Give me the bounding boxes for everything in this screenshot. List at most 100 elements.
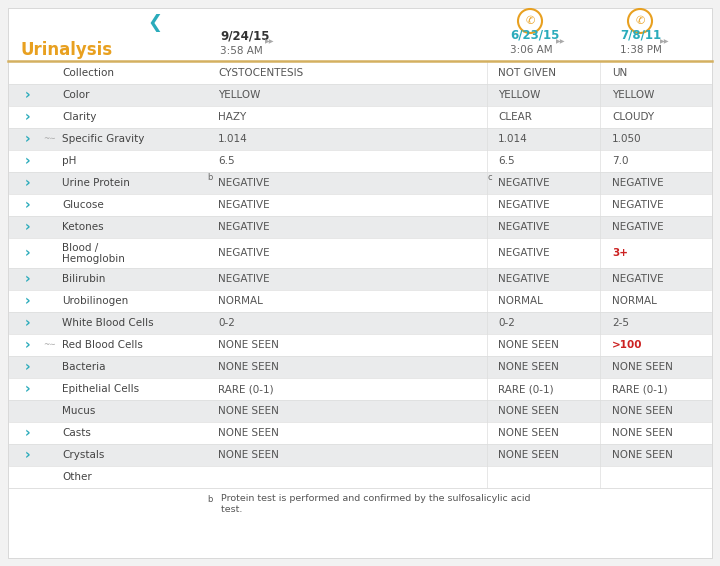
Text: NONE SEEN: NONE SEEN <box>218 428 279 438</box>
Text: 3:06 AM: 3:06 AM <box>510 45 553 55</box>
Text: ▶▶: ▶▶ <box>556 40 565 45</box>
Text: NONE SEEN: NONE SEEN <box>612 406 673 416</box>
FancyBboxPatch shape <box>9 400 712 422</box>
Text: ›: › <box>25 220 31 234</box>
Text: CYSTOCENTESIS: CYSTOCENTESIS <box>218 68 303 78</box>
FancyBboxPatch shape <box>9 128 712 150</box>
Text: 0-2: 0-2 <box>498 318 515 328</box>
Text: UN: UN <box>612 68 627 78</box>
Text: Glucose: Glucose <box>62 200 104 210</box>
Text: 1.014: 1.014 <box>498 134 528 144</box>
Text: Casts: Casts <box>62 428 91 438</box>
Text: Red Blood Cells: Red Blood Cells <box>62 340 143 350</box>
FancyBboxPatch shape <box>9 172 712 194</box>
FancyBboxPatch shape <box>9 356 712 378</box>
Text: ✆: ✆ <box>526 16 535 26</box>
Text: ❮: ❮ <box>148 14 163 32</box>
Text: NEGATIVE: NEGATIVE <box>498 274 549 284</box>
Text: ›: › <box>25 272 31 286</box>
Text: Crystals: Crystals <box>62 450 104 460</box>
Text: ›: › <box>25 176 31 190</box>
Text: 7.0: 7.0 <box>612 156 629 166</box>
Text: NEGATIVE: NEGATIVE <box>498 248 549 258</box>
Text: Collection: Collection <box>62 68 114 78</box>
Text: b: b <box>207 174 212 182</box>
Text: RARE (0-1): RARE (0-1) <box>498 384 554 394</box>
Text: ›: › <box>25 448 31 462</box>
Text: Ketones: Ketones <box>62 222 104 232</box>
FancyBboxPatch shape <box>8 8 712 558</box>
Text: Mucus: Mucus <box>62 406 95 416</box>
Text: ~∼: ~∼ <box>44 341 56 349</box>
Text: NONE SEEN: NONE SEEN <box>498 450 559 460</box>
Text: ▶▶: ▶▶ <box>660 40 670 45</box>
Text: c: c <box>488 174 492 182</box>
Text: NONE SEEN: NONE SEEN <box>498 362 559 372</box>
Text: ›: › <box>25 246 31 260</box>
Text: White Blood Cells: White Blood Cells <box>62 318 153 328</box>
Text: NONE SEEN: NONE SEEN <box>498 428 559 438</box>
Text: NEGATIVE: NEGATIVE <box>612 178 664 188</box>
Text: b: b <box>207 495 212 504</box>
Text: ›: › <box>25 198 31 212</box>
FancyBboxPatch shape <box>9 444 712 466</box>
Text: NEGATIVE: NEGATIVE <box>218 248 269 258</box>
Text: NEGATIVE: NEGATIVE <box>218 222 269 232</box>
Text: 3:58 AM: 3:58 AM <box>220 46 263 56</box>
Text: HAZY: HAZY <box>218 112 246 122</box>
Text: NONE SEEN: NONE SEEN <box>612 362 673 372</box>
Text: Clarity: Clarity <box>62 112 96 122</box>
Text: 7/8/11: 7/8/11 <box>620 28 661 41</box>
FancyBboxPatch shape <box>9 268 712 290</box>
Text: Epithelial Cells: Epithelial Cells <box>62 384 139 394</box>
Text: 1.014: 1.014 <box>218 134 248 144</box>
Text: NORMAL: NORMAL <box>612 296 657 306</box>
Text: Urinalysis: Urinalysis <box>20 41 112 59</box>
Text: >100: >100 <box>612 340 642 350</box>
Text: NONE SEEN: NONE SEEN <box>218 340 279 350</box>
Text: NEGATIVE: NEGATIVE <box>498 222 549 232</box>
Text: Other: Other <box>62 472 91 482</box>
Text: YELLOW: YELLOW <box>218 90 261 100</box>
Text: NOT GIVEN: NOT GIVEN <box>498 68 556 78</box>
Text: Color: Color <box>62 90 89 100</box>
Text: NONE SEEN: NONE SEEN <box>218 450 279 460</box>
Text: NEGATIVE: NEGATIVE <box>498 178 549 188</box>
Text: Hemoglobin: Hemoglobin <box>62 254 125 264</box>
Text: Urine Protein: Urine Protein <box>62 178 130 188</box>
Text: NORMAL: NORMAL <box>498 296 543 306</box>
Text: NEGATIVE: NEGATIVE <box>612 222 664 232</box>
Text: NONE SEEN: NONE SEEN <box>612 450 673 460</box>
Text: NONE SEEN: NONE SEEN <box>218 406 279 416</box>
Text: 2-5: 2-5 <box>612 318 629 328</box>
Text: ›: › <box>25 294 31 308</box>
FancyBboxPatch shape <box>9 84 712 106</box>
Text: CLEAR: CLEAR <box>498 112 532 122</box>
Text: 9/24/15: 9/24/15 <box>220 29 269 42</box>
Text: NONE SEEN: NONE SEEN <box>498 340 559 350</box>
Text: NEGATIVE: NEGATIVE <box>218 200 269 210</box>
Text: NEGATIVE: NEGATIVE <box>498 200 549 210</box>
Text: Specific Gravity: Specific Gravity <box>62 134 145 144</box>
Text: ›: › <box>25 382 31 396</box>
Text: NORMAL: NORMAL <box>218 296 263 306</box>
Text: 6.5: 6.5 <box>498 156 515 166</box>
FancyBboxPatch shape <box>9 216 712 238</box>
Text: NEGATIVE: NEGATIVE <box>218 178 269 188</box>
Text: NONE SEEN: NONE SEEN <box>612 428 673 438</box>
Text: Urobilinogen: Urobilinogen <box>62 296 128 306</box>
Text: Bilirubin: Bilirubin <box>62 274 105 284</box>
Text: ›: › <box>25 360 31 374</box>
Text: 1.050: 1.050 <box>612 134 642 144</box>
Text: 0-2: 0-2 <box>218 318 235 328</box>
Text: NEGATIVE: NEGATIVE <box>612 200 664 210</box>
Text: 3+: 3+ <box>612 248 628 258</box>
Text: RARE (0-1): RARE (0-1) <box>612 384 667 394</box>
Text: CLOUDY: CLOUDY <box>612 112 654 122</box>
Text: ›: › <box>25 338 31 352</box>
Text: ›: › <box>25 426 31 440</box>
Text: Bacteria: Bacteria <box>62 362 106 372</box>
Text: NONE SEEN: NONE SEEN <box>498 406 559 416</box>
Text: YELLOW: YELLOW <box>612 90 654 100</box>
Text: pH: pH <box>62 156 76 166</box>
